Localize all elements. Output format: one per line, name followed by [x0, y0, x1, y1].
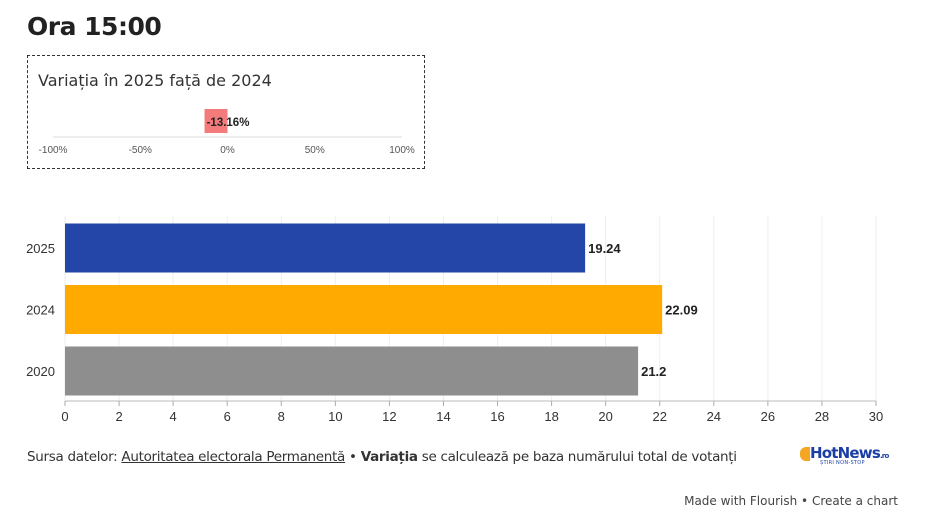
logo-mark-icon: [800, 447, 810, 461]
variation-chart: -100% -50% 0% 50% 100% -13.16%: [39, 109, 415, 156]
x-tick-label: 28: [815, 409, 829, 424]
note-text: se calculează pe baza numărului total de…: [421, 449, 737, 465]
x-tick-label: 8: [278, 409, 285, 424]
logo-subtitle: ȘTIRI NON-STOP: [820, 460, 865, 466]
variation-tick-label: 100%: [389, 145, 415, 156]
source-prefix: Sursa datelor:: [27, 449, 118, 465]
x-tick-label: 20: [598, 409, 612, 424]
flourish-credit: Made with Flourish • Create a chart: [684, 494, 898, 508]
x-tick-label: 6: [224, 409, 231, 424]
variation-title: Variația în 2025 față de 2024: [38, 71, 272, 90]
x-tick-label: 18: [544, 409, 558, 424]
variation-tick-label: -50%: [129, 145, 152, 156]
made-with-flourish-link[interactable]: Made with Flourish: [684, 494, 798, 508]
x-tick-label: 4: [170, 409, 177, 424]
x-tick-label: 14: [436, 409, 450, 424]
x-tick-label: 26: [761, 409, 775, 424]
variation-value-label: -13.16%: [207, 117, 250, 129]
variation-panel: Variația în 2025 față de 2024 -100% -50% 0…: [27, 55, 425, 169]
x-tick-label: 10: [328, 409, 342, 424]
x-tick-label: 2: [115, 409, 122, 424]
category-label: 2024: [26, 303, 55, 318]
page-title: Ora 15:00: [27, 12, 162, 41]
variation-tick-label: -100%: [39, 145, 68, 156]
variation-bar: [204, 109, 228, 133]
bar: [65, 285, 663, 334]
x-tick-label: 12: [382, 409, 396, 424]
x-tick-label: 24: [707, 409, 721, 424]
category-label: 2025: [26, 241, 55, 256]
create-chart-link[interactable]: Create a chart: [811, 494, 898, 508]
hotnews-logo[interactable]: HotNews.ro ȘTIRI NON-STOP: [800, 444, 890, 466]
bar-value-label: 22.09: [665, 303, 698, 318]
note-bold: Variația: [360, 449, 418, 465]
bar: [65, 346, 639, 396]
bar: [65, 223, 586, 273]
x-tick-label: 0: [61, 409, 68, 424]
source-link[interactable]: Autoritatea electorala Permanentă: [121, 449, 346, 465]
x-tick-label: 30: [869, 409, 883, 424]
x-tick-label: 16: [490, 409, 504, 424]
bar-value-label: 19.24: [588, 241, 621, 256]
category-label: 2020: [26, 364, 55, 379]
source-separator: •: [349, 449, 357, 465]
source-note: Sursa datelor: Autoritatea electorala Pe…: [27, 449, 737, 465]
logo-tld: .ro: [879, 452, 889, 460]
variation-tick-label: 50%: [305, 145, 325, 156]
bar-value-label: 21.2: [641, 364, 666, 379]
x-tick-label: 22: [652, 409, 666, 424]
variation-tick-label: 0%: [220, 145, 235, 156]
logo-text: HotNews: [810, 444, 881, 462]
credit-separator: •: [801, 494, 809, 508]
